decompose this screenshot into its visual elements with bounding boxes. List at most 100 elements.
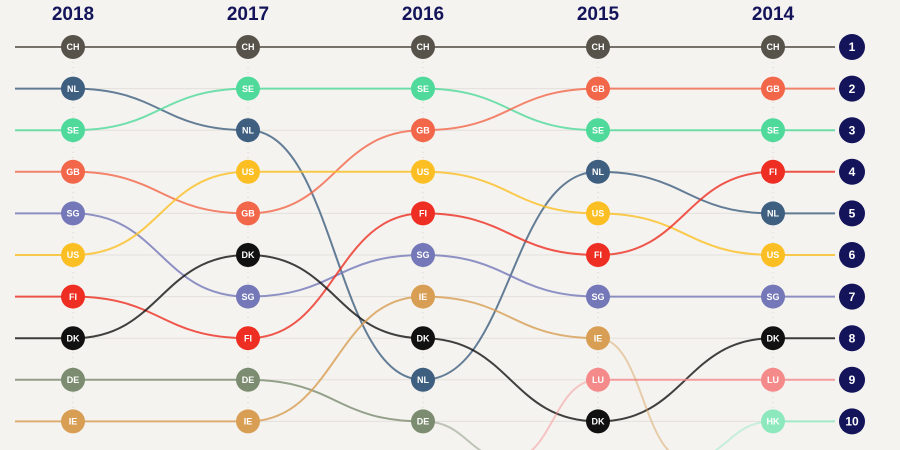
node-sg: SG bbox=[61, 201, 85, 226]
rank-badge: 5 bbox=[839, 200, 865, 227]
year-label: 2014 bbox=[752, 4, 795, 25]
node-label: GB bbox=[591, 84, 605, 94]
node-sg: SG bbox=[586, 284, 610, 309]
rank-badge: 4 bbox=[839, 158, 865, 185]
node-gb: GB bbox=[761, 76, 785, 101]
node-label: GB bbox=[241, 209, 255, 219]
rank-line-fi bbox=[15, 170, 835, 340]
node-circle bbox=[61, 159, 85, 184]
node-label: DE bbox=[67, 375, 80, 385]
rank-badge-circle bbox=[839, 75, 865, 102]
node-circle bbox=[586, 35, 610, 59]
node-gb: GB bbox=[411, 118, 435, 143]
node-circle bbox=[411, 409, 435, 434]
entry-line-hk bbox=[714, 420, 774, 450]
rank-number: 9 bbox=[849, 373, 856, 387]
node-label: FI bbox=[419, 209, 427, 219]
node-circle bbox=[236, 326, 260, 351]
node-circle bbox=[236, 284, 260, 309]
node-ie: IE bbox=[586, 326, 610, 351]
node-circle bbox=[586, 159, 610, 184]
rank-line-dk bbox=[15, 254, 835, 423]
node-de: DE bbox=[236, 367, 260, 392]
node-lu: LU bbox=[586, 367, 610, 392]
node-label: FI bbox=[244, 333, 252, 343]
rank-number: 5 bbox=[849, 207, 856, 221]
node-circle bbox=[411, 326, 435, 351]
node-label: SE bbox=[242, 84, 254, 94]
node-circle bbox=[586, 367, 610, 392]
node-ie: IE bbox=[61, 409, 85, 434]
node-label: CH bbox=[592, 42, 605, 52]
node-circle bbox=[411, 159, 435, 184]
node-circle bbox=[61, 284, 85, 309]
node-label: IE bbox=[244, 417, 253, 427]
node-label: CH bbox=[417, 42, 430, 52]
node-se: SE bbox=[411, 76, 435, 101]
node-circle bbox=[411, 118, 435, 143]
ranking-lines bbox=[15, 45, 835, 450]
node-label: IE bbox=[69, 417, 78, 427]
node-label: FI bbox=[594, 250, 602, 260]
rank-number: 10 bbox=[845, 415, 859, 429]
node-circle bbox=[586, 118, 610, 143]
node-circle bbox=[411, 243, 435, 267]
node-circle bbox=[586, 201, 610, 226]
node-circle bbox=[411, 284, 435, 309]
node-de: DE bbox=[61, 367, 85, 392]
rank-badge-circle bbox=[839, 117, 865, 144]
rank-badge: 9 bbox=[839, 366, 865, 393]
node-circle bbox=[761, 409, 785, 434]
node-ch: CH bbox=[761, 35, 785, 59]
year-labels: 2018 2017 2016 2015 2014 bbox=[52, 4, 795, 25]
node-circle bbox=[586, 284, 610, 309]
node-label: DE bbox=[417, 417, 430, 427]
rank-badge-circle bbox=[839, 325, 865, 352]
node-us: US bbox=[586, 201, 610, 226]
node-circle bbox=[586, 326, 610, 351]
node-us: US bbox=[61, 243, 85, 267]
node-label: CH bbox=[67, 42, 80, 52]
rank-badge-circle bbox=[839, 408, 865, 435]
node-label: SE bbox=[767, 125, 779, 135]
rank-badge: 6 bbox=[839, 242, 865, 268]
node-fi: FI bbox=[236, 326, 260, 351]
node-circle bbox=[236, 201, 260, 226]
node-label: SE bbox=[417, 84, 429, 94]
node-lu: LU bbox=[761, 367, 785, 392]
node-circle bbox=[761, 159, 785, 184]
node-ch: CH bbox=[586, 35, 610, 59]
year-label: 2017 bbox=[227, 4, 269, 25]
node-circle bbox=[61, 409, 85, 434]
node-label: GB bbox=[416, 125, 430, 135]
node-circle bbox=[236, 367, 260, 392]
node-ie: IE bbox=[411, 284, 435, 309]
node-us: US bbox=[761, 243, 785, 267]
node-label: US bbox=[592, 209, 605, 219]
node-circle bbox=[761, 243, 785, 267]
node-se: SE bbox=[761, 118, 785, 143]
node-fi: FI bbox=[411, 201, 435, 226]
rank-badge-circle bbox=[839, 283, 865, 310]
node-circle bbox=[586, 409, 610, 434]
node-label: HK bbox=[767, 417, 780, 427]
node-circle bbox=[61, 35, 85, 59]
rank-badge: 10 bbox=[839, 408, 865, 435]
node-label: GB bbox=[66, 167, 80, 177]
node-circle bbox=[761, 118, 785, 143]
node-dk: DK bbox=[761, 326, 785, 351]
rank-number: 1 bbox=[849, 40, 856, 54]
node-fi: FI bbox=[586, 243, 610, 267]
node-circle bbox=[236, 118, 260, 143]
node-circle bbox=[61, 118, 85, 143]
rank-number: 3 bbox=[849, 123, 856, 137]
node-fi: FI bbox=[61, 284, 85, 309]
node-label: SE bbox=[592, 125, 604, 135]
node-ie: IE bbox=[236, 409, 260, 434]
node-circle bbox=[236, 243, 260, 267]
node-nl: NL bbox=[586, 159, 610, 184]
node-circle bbox=[761, 326, 785, 351]
node-se: SE bbox=[61, 118, 85, 143]
rank-badge-circle bbox=[839, 200, 865, 227]
